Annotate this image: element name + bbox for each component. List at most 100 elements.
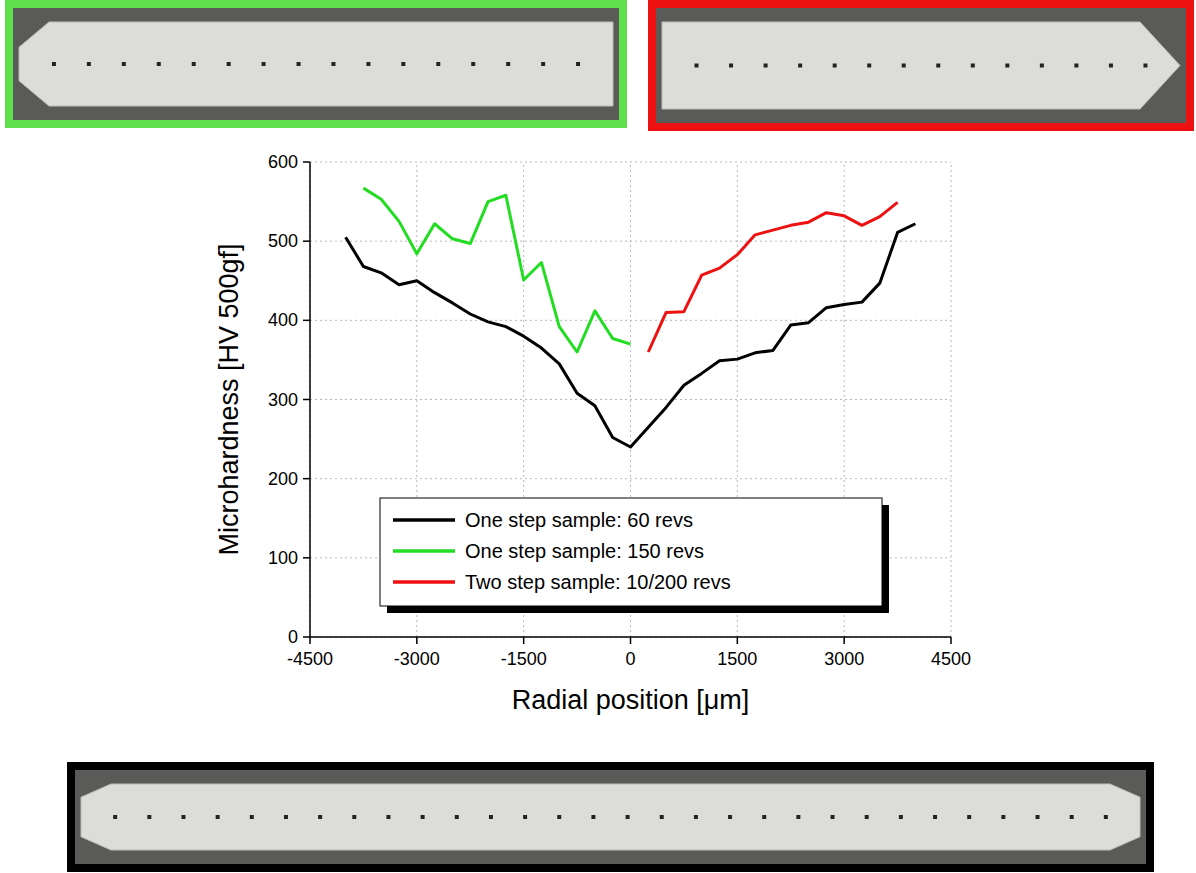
indent (933, 815, 937, 819)
indent (216, 815, 220, 819)
indent (899, 815, 903, 819)
indent (523, 815, 527, 819)
legend-swatch (393, 580, 455, 584)
indent (967, 815, 971, 819)
indent (729, 64, 733, 68)
x-tick-label: -1500 (501, 649, 547, 669)
indent (867, 64, 871, 68)
indent (764, 64, 768, 68)
y-tick-label: 100 (268, 548, 298, 568)
indent (455, 815, 459, 819)
indent (122, 62, 126, 66)
series-line (648, 202, 897, 352)
indent (1143, 64, 1147, 68)
x-tick (950, 637, 952, 644)
indent (471, 62, 475, 66)
indent (147, 815, 151, 819)
photo-ground (75, 770, 1146, 864)
x-tick (309, 637, 311, 644)
indent (971, 64, 975, 68)
y-tick (303, 320, 310, 322)
indent (489, 815, 493, 819)
indent (386, 815, 390, 819)
legend-box (380, 498, 882, 606)
sample-section (81, 784, 1140, 850)
indent (541, 62, 545, 66)
indent (352, 815, 356, 819)
grid-line (310, 241, 951, 242)
indent (865, 815, 869, 819)
y-tick (303, 399, 310, 401)
y-tick (303, 636, 310, 638)
indent (626, 815, 630, 819)
indent (1005, 64, 1009, 68)
series-line (363, 188, 630, 352)
indent (1001, 815, 1005, 819)
sample-section (19, 22, 613, 106)
y-tick (303, 161, 310, 163)
x-tick-label: 1500 (717, 649, 757, 669)
photo-ground (656, 8, 1186, 123)
indent (1040, 64, 1044, 68)
y-tick (303, 557, 310, 559)
indent (284, 815, 288, 819)
indent (576, 62, 580, 66)
indent (262, 62, 266, 66)
indent (1109, 64, 1113, 68)
x-tick (737, 637, 739, 644)
indent (694, 815, 698, 819)
indent (796, 815, 800, 819)
indent (366, 62, 370, 66)
indent (436, 62, 440, 66)
legend: One step sample: 60 revs One step sample:… (380, 498, 889, 613)
indent (833, 64, 837, 68)
chart: -4500-3000-15000150030004500010020030040… (0, 0, 1196, 873)
plot-area (346, 188, 916, 447)
y-tick-label: 600 (268, 152, 298, 172)
indent (250, 815, 254, 819)
y-tick (303, 240, 310, 242)
indent (157, 62, 161, 66)
x-tick (416, 637, 418, 644)
indent (318, 815, 322, 819)
y-axis-title: Microhardness [HV 500gf] (214, 243, 244, 555)
indent (506, 62, 510, 66)
sample-photo (9, 4, 623, 124)
x-tick (523, 637, 525, 644)
indent (557, 815, 561, 819)
indent (831, 815, 835, 819)
indent (762, 815, 766, 819)
y-tick-label: 200 (268, 469, 298, 489)
indent (227, 62, 231, 66)
y-tick-label: 0 (288, 627, 298, 647)
grid-line (310, 478, 951, 479)
indent (331, 62, 335, 66)
y-tick-label: 400 (268, 310, 298, 330)
indent (660, 815, 664, 819)
x-tick-label: 3000 (824, 649, 864, 669)
indent (1036, 815, 1040, 819)
indent (1104, 815, 1108, 819)
x-tick-label: -3000 (394, 649, 440, 669)
legend-swatch (393, 518, 455, 522)
indent (695, 64, 699, 68)
indent (87, 62, 91, 66)
x-tick-label: 0 (625, 649, 635, 669)
indent (181, 815, 185, 819)
legend-label: One step sample: 150 revs (465, 540, 704, 562)
grid-line (310, 320, 951, 321)
x-tick-label: -4500 (287, 649, 333, 669)
sample-photo (71, 766, 1150, 868)
grid-line (310, 399, 951, 400)
indent (798, 64, 802, 68)
photo-frame (652, 4, 1190, 127)
indent (52, 62, 56, 66)
x-axis-title: Radial position [μm] (512, 685, 750, 715)
sample-section (662, 22, 1180, 109)
legend-label: One step sample: 60 revs (465, 509, 693, 531)
photo-ground (13, 8, 619, 120)
series-line (346, 224, 916, 447)
x-tick (843, 637, 845, 644)
indent (1070, 815, 1074, 819)
indent (113, 815, 117, 819)
